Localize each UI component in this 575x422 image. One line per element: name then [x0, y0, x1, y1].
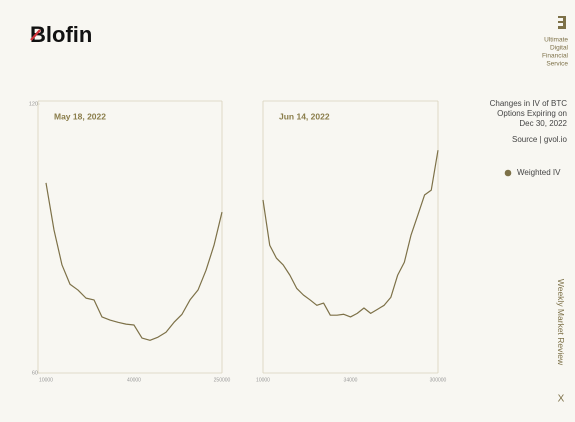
legend-swatch [504, 169, 512, 177]
x-tick-label: 40000 [127, 377, 141, 383]
close-button[interactable]: X [558, 394, 565, 405]
tagline-line: Digital [550, 45, 569, 52]
description-line: Options Expiring on [497, 109, 567, 118]
tagline-line: Financial [542, 53, 569, 60]
description-line: Changes in IV of BTC [490, 99, 568, 108]
source: Source | gvol.io [512, 135, 568, 144]
tagline-line: Ultimate [544, 37, 568, 44]
legend-label: Weighted IV [517, 168, 561, 177]
brand: Blofin [30, 22, 92, 47]
description-line: Dec 30, 2022 [519, 119, 567, 128]
x-tick-label: 10000 [39, 377, 53, 383]
chart-title: Jun 14, 2022 [279, 111, 330, 121]
chart-title: May 18, 2022 [54, 111, 106, 121]
side-label: Weekly Market Review [556, 279, 566, 366]
x-tick-label: 300000 [430, 377, 447, 383]
x-tick-label: 250000 [214, 377, 231, 383]
x-tick-label: 34000 [344, 377, 358, 383]
iv-line [262, 150, 439, 318]
brand-mark [30, 29, 41, 41]
y-tick-label: 120 [29, 101, 38, 107]
iv-line [45, 182, 223, 341]
logo-icon [558, 16, 566, 29]
y-tick-label: 60 [32, 370, 38, 376]
x-tick-label: 10000 [256, 377, 270, 383]
tagline-line: Service [546, 61, 568, 68]
